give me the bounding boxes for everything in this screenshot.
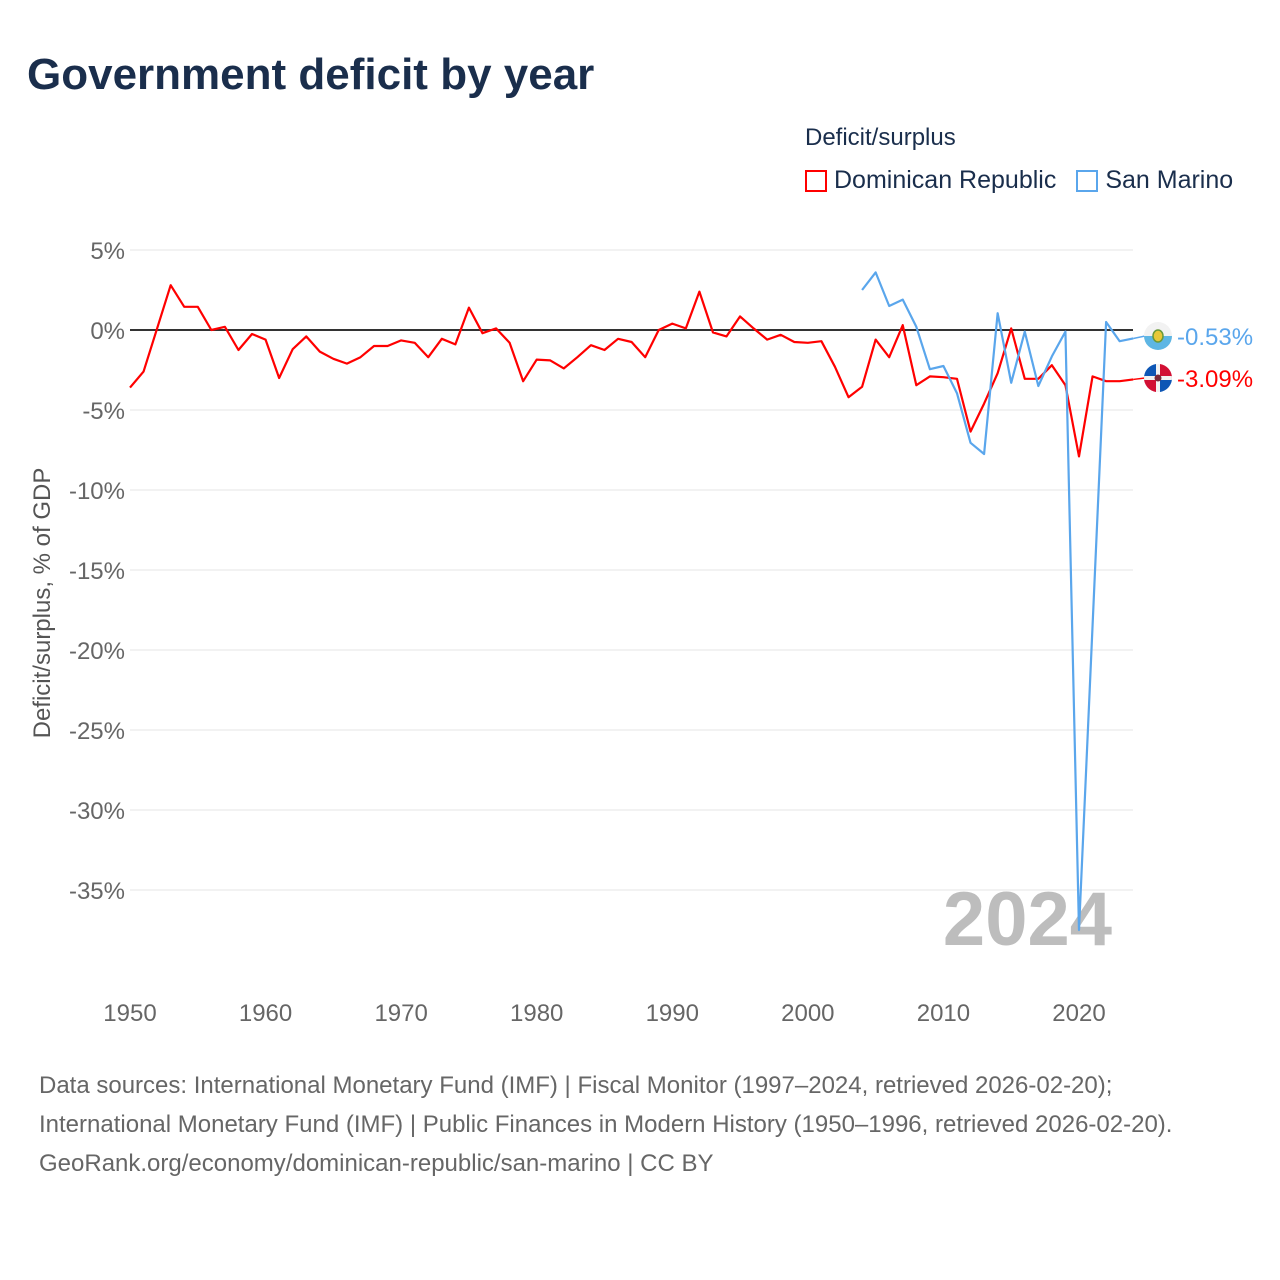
y-tick-label: -35% — [69, 878, 125, 905]
y-tick-label: 5% — [90, 238, 125, 265]
x-tick-label: 1960 — [239, 1000, 292, 1027]
legend: Dominican Republic San Marino — [805, 166, 1233, 195]
x-tick-label: 1980 — [510, 1000, 563, 1027]
footer: Data sources: International Monetary Fun… — [39, 1066, 1239, 1183]
x-tick-label: 1990 — [646, 1000, 699, 1027]
y-tick-label: -30% — [69, 798, 125, 825]
y-tick-label: -15% — [69, 558, 125, 585]
y-tick-label: -5% — [82, 398, 125, 425]
end-connector — [1133, 377, 1146, 381]
end-value-label: -3.09% — [1177, 366, 1253, 393]
chart-title: Government deficit by year — [27, 50, 595, 99]
end-connector — [1133, 335, 1146, 340]
legend-label: Dominican Republic — [834, 166, 1057, 194]
credit-link[interactable]: GeoRank.org/economy/dominican-republic/s… — [39, 1150, 714, 1177]
line-chart: 5% 0% -5% -10% -15% -20% -25% -30% -35% 1950 1960 1… — [29, 238, 1253, 1027]
x-tick-label: 2010 — [917, 1000, 970, 1027]
y-axis-label: Deficit/surplus, % of GDP — [29, 468, 56, 739]
y-tick-label: 0% — [90, 318, 125, 345]
x-tick-label: 2000 — [781, 1000, 834, 1027]
legend-swatch — [805, 169, 827, 192]
x-tick-label: 1950 — [103, 1000, 156, 1027]
san-marino-flag-icon — [1144, 322, 1172, 350]
series-line-dominican-republic[interactable] — [129, 284, 1134, 458]
legend-title: Deficit/surplus — [805, 124, 956, 151]
y-tick-label: -20% — [69, 638, 125, 665]
x-tick-label: 1970 — [374, 1000, 427, 1027]
legend-swatch — [1076, 169, 1099, 192]
y-tick-label: -25% — [69, 718, 125, 745]
legend-label: San Marino — [1105, 166, 1234, 194]
dominican-flag-icon — [1143, 364, 1173, 392]
legend-item-dominican-republic[interactable]: Dominican Republic — [805, 166, 1056, 195]
end-value-label: -0.53% — [1177, 324, 1253, 351]
data-sources: Data sources: International Monetary Fun… — [39, 1072, 1173, 1138]
x-tick-label: 2020 — [1052, 1000, 1105, 1027]
year-watermark: 2024 — [943, 877, 1112, 962]
series-line-san-marino[interactable] — [861, 271, 1134, 932]
y-tick-label: -10% — [69, 478, 125, 505]
legend-item-san-marino[interactable]: San Marino — [1076, 166, 1233, 195]
